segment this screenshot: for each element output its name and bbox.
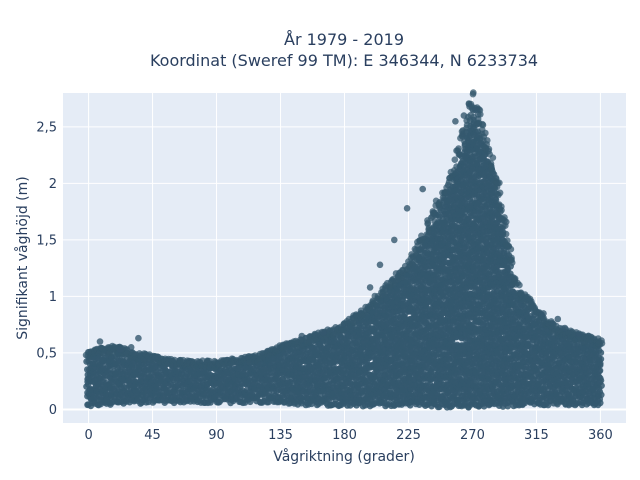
data-point bbox=[424, 219, 432, 227]
data-point bbox=[469, 90, 477, 98]
data-point bbox=[455, 145, 462, 152]
data-points bbox=[82, 89, 606, 411]
data-point bbox=[451, 156, 459, 163]
data-point bbox=[477, 111, 484, 118]
data-point bbox=[484, 137, 491, 144]
data-point bbox=[482, 129, 489, 137]
